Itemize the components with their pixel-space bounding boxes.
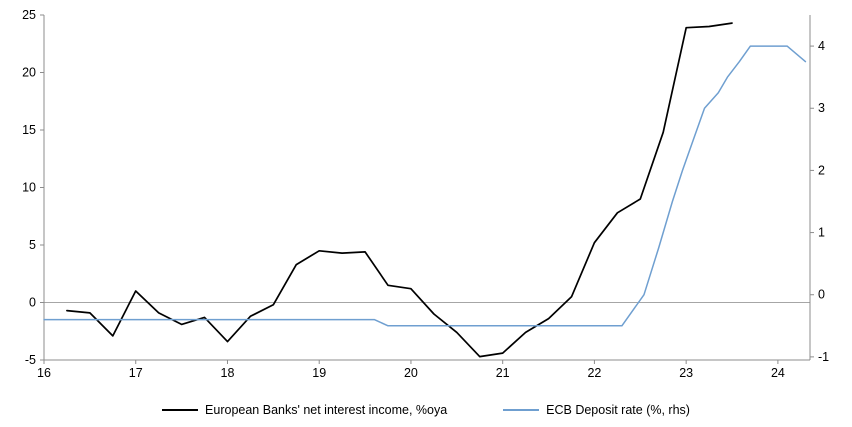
svg-text:17: 17 <box>129 366 143 380</box>
chart-legend: European Banks' net interest income, %oy… <box>0 403 852 417</box>
svg-text:0: 0 <box>29 296 36 310</box>
svg-text:21: 21 <box>496 366 510 380</box>
legend-item-ecb-deposit-rate: ECB Deposit rate (%, rhs) <box>503 403 690 417</box>
svg-text:23: 23 <box>679 366 693 380</box>
svg-text:-5: -5 <box>25 353 36 367</box>
svg-text:3: 3 <box>818 101 825 115</box>
svg-text:25: 25 <box>22 8 36 22</box>
svg-text:0: 0 <box>818 288 825 302</box>
svg-text:18: 18 <box>221 366 235 380</box>
svg-text:20: 20 <box>22 66 36 80</box>
legend-label-net-interest-income: European Banks' net interest income, %oy… <box>205 403 448 417</box>
legend-swatch-ecb-deposit-rate <box>503 409 540 411</box>
svg-text:19: 19 <box>312 366 326 380</box>
legend-label-ecb-deposit-rate: ECB Deposit rate (%, rhs) <box>546 403 690 417</box>
svg-text:15: 15 <box>22 123 36 137</box>
svg-text:5: 5 <box>29 238 36 252</box>
legend-item-net-interest-income: European Banks' net interest income, %oy… <box>162 403 447 417</box>
svg-text:16: 16 <box>37 366 51 380</box>
legend-swatch-net-interest-income <box>162 409 199 411</box>
svg-text:-1: -1 <box>818 350 829 364</box>
svg-text:22: 22 <box>587 366 601 380</box>
svg-text:2: 2 <box>818 163 825 177</box>
svg-text:1: 1 <box>818 226 825 240</box>
svg-text:24: 24 <box>771 366 785 380</box>
svg-text:20: 20 <box>404 366 418 380</box>
svg-text:4: 4 <box>818 39 825 53</box>
svg-text:10: 10 <box>22 181 36 195</box>
